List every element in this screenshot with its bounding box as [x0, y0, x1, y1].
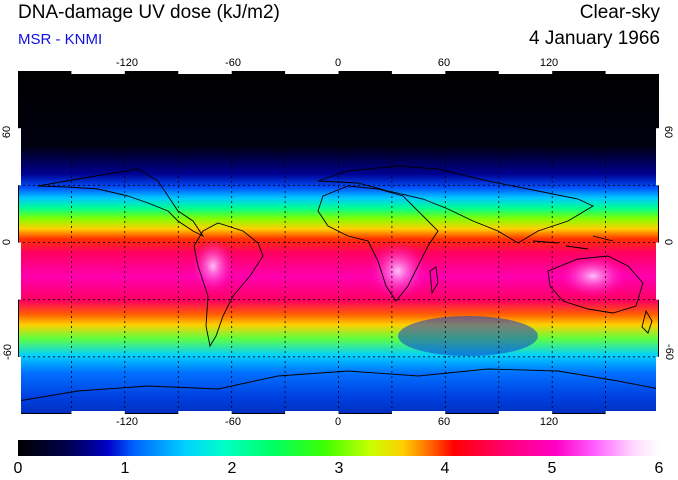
lon-label-top: 0 — [334, 57, 342, 69]
map-source: MSR - KNMI — [18, 31, 103, 48]
low-dose-indian-ocean — [398, 316, 538, 356]
lat-label-right: 60 — [662, 125, 675, 139]
colorbar-tick: 4 — [440, 460, 450, 477]
hotspot-southern-africa — [368, 241, 428, 301]
uv-dose-map — [18, 71, 659, 414]
lat-label-left: 0 — [1, 238, 14, 246]
colorbar-tick: 1 — [120, 460, 130, 477]
lon-label-top: -60 — [225, 57, 241, 69]
lon-label-bottom: -60 — [225, 416, 241, 428]
sky-condition: Clear-sky — [579, 2, 660, 23]
lat-label-left: -60 — [1, 344, 14, 360]
colorbar-tick: 6 — [654, 460, 664, 477]
map-date: 4 January 1966 — [529, 28, 660, 49]
map-frame — [18, 71, 659, 414]
map-title: DNA-damage UV dose (kJ/m2) — [18, 2, 280, 23]
colorbar-tick: 2 — [227, 460, 237, 477]
colorbar-tick: 3 — [334, 460, 344, 477]
colorbar-tick: 5 — [547, 460, 557, 477]
lon-label-top: 120 — [539, 57, 559, 69]
graticule — [18, 71, 659, 414]
lat-label-right: 0 — [662, 238, 675, 246]
lat-label-right: -60 — [662, 344, 675, 360]
lon-label-bottom: -120 — [115, 416, 139, 428]
map-canvas — [18, 71, 659, 414]
lon-label-bottom: 120 — [539, 416, 559, 428]
lon-label-top: -120 — [115, 57, 139, 69]
lat-label-left: 60 — [1, 125, 14, 139]
hotspot-south-america — [191, 238, 235, 294]
lon-label-top: 60 — [437, 57, 451, 69]
colorbar — [18, 440, 659, 456]
colorbar-tick: 0 — [13, 460, 23, 477]
lon-label-bottom: 60 — [437, 416, 451, 428]
hotspot-australia — [558, 254, 628, 298]
lon-label-bottom: 0 — [334, 416, 342, 428]
